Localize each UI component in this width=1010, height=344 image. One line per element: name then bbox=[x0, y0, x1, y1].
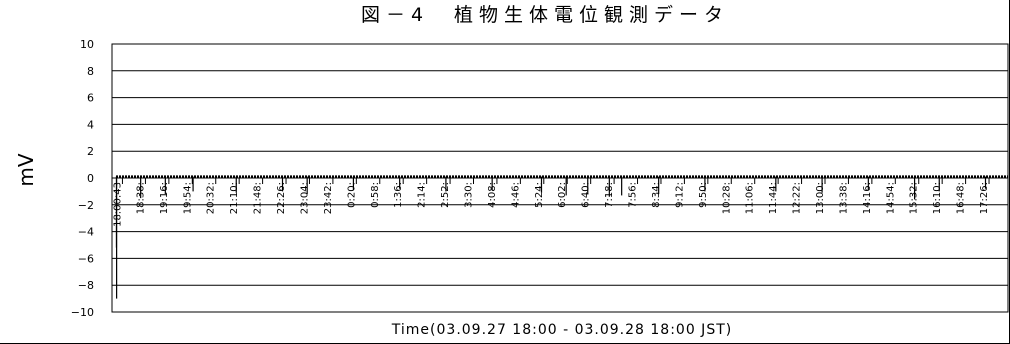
x-tick-label: 7:18: bbox=[604, 182, 615, 208]
y-tick-label: −4 bbox=[78, 226, 94, 239]
x-tick-label: 13:38: bbox=[838, 182, 849, 214]
x-tick-label: 19:54: bbox=[182, 182, 193, 214]
x-tick-label: 12:22: bbox=[792, 182, 803, 214]
x-tick-label: 23:42: bbox=[323, 182, 334, 214]
x-tick-label: 6:40: bbox=[581, 182, 592, 208]
y-tick-label: 4 bbox=[87, 118, 94, 131]
x-tick-label: 9:12: bbox=[674, 182, 685, 208]
x-tick-label: 10:28: bbox=[721, 182, 732, 214]
y-tick-label: 2 bbox=[87, 145, 94, 158]
x-tick-label: 21:10: bbox=[229, 182, 240, 214]
x-tick-label: 3:30: bbox=[464, 182, 475, 208]
x-axis-label: Time(03.09.27 18:00 - 03.09.28 18:00 JST… bbox=[391, 322, 733, 338]
chart-title: 図－4 植物生体電位観測データ bbox=[360, 4, 730, 26]
x-tick-label: 17:26: bbox=[979, 182, 990, 214]
x-tick-label: 4:08: bbox=[487, 182, 498, 208]
x-tick-label: 15:32: bbox=[909, 182, 920, 214]
x-tick-label: 0:20: bbox=[346, 182, 357, 208]
x-tick-label: 18:38: bbox=[135, 182, 146, 214]
y-tick-label: −10 bbox=[71, 306, 94, 319]
x-tick-label: 5:24: bbox=[534, 182, 545, 208]
x-tick-label: 7:56: bbox=[628, 182, 639, 208]
x-tick-label: 0:58: bbox=[370, 182, 381, 208]
x-tick-label: 2:14: bbox=[417, 182, 428, 208]
x-tick-label: 9:50: bbox=[698, 182, 709, 208]
x-tick-label: 14:54: bbox=[885, 182, 896, 214]
x-tick-label: 11:44: bbox=[768, 182, 779, 214]
plot-border bbox=[111, 43, 1009, 313]
x-tick-label: 23:04: bbox=[299, 182, 310, 214]
y-tick-label: 8 bbox=[87, 65, 94, 78]
y-tick-label: −6 bbox=[78, 252, 94, 265]
x-tick-label: 19:16: bbox=[159, 182, 170, 214]
x-tick-label: 16:48: bbox=[956, 182, 967, 214]
x-tick-label: 21:48: bbox=[253, 182, 264, 214]
y-tick-label: 10 bbox=[80, 38, 94, 51]
x-tick-label: 2:52: bbox=[440, 182, 451, 208]
x-tick-label: 20:32: bbox=[206, 182, 217, 214]
y-tick-label: 0 bbox=[87, 172, 94, 185]
x-tick-label: 1:36: bbox=[393, 182, 404, 208]
x-tick-label: 14:16: bbox=[862, 182, 873, 214]
y-tick-label: −8 bbox=[78, 279, 94, 292]
y-tick-label: 6 bbox=[87, 92, 94, 105]
x-tick-label: 22:26: bbox=[276, 182, 287, 214]
x-tick-label: 18:00:43 bbox=[112, 182, 123, 227]
y-tick-label: −2 bbox=[78, 199, 94, 212]
x-tick-label: 4:46: bbox=[510, 182, 521, 208]
x-tick-label: 6:02: bbox=[557, 182, 568, 208]
x-tick-label: 8:34: bbox=[651, 182, 662, 208]
x-tick-label: 13:00: bbox=[815, 182, 826, 214]
x-tick-label: 11:06: bbox=[745, 182, 756, 214]
x-tick-label: 16:10: bbox=[932, 182, 943, 214]
